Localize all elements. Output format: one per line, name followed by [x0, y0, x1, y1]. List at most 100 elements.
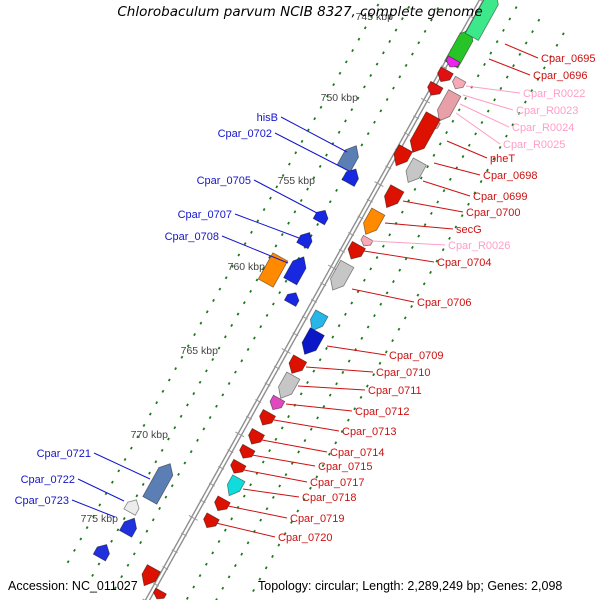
gene-label[interactable]: Cpar_0705	[197, 175, 251, 187]
gene-label[interactable]: Cpar_0706	[417, 297, 471, 309]
label-connector	[459, 103, 510, 128]
gene-label[interactable]: Cpar_0709	[389, 350, 443, 362]
gene-label[interactable]: Cpar_0699	[473, 191, 527, 203]
gene-arrow[interactable]	[267, 394, 286, 413]
gene-arrow[interactable]	[336, 142, 363, 173]
gene-arrow[interactable]	[212, 495, 231, 514]
axis-tick	[320, 282, 327, 287]
gene-label[interactable]: Cpar_0695	[541, 53, 595, 65]
label-connector	[488, 58, 531, 76]
gene-label[interactable]: secG	[456, 224, 482, 236]
gene-arrow[interactable]	[245, 427, 266, 447]
label-connector	[446, 140, 488, 159]
gene-label[interactable]: Cpar_0707	[178, 209, 232, 221]
gene-label[interactable]: Cpar_0713	[342, 426, 396, 438]
gene-arrow[interactable]	[450, 75, 467, 91]
accession-text: Accession: NC_011027	[8, 579, 138, 593]
gene-label[interactable]: Cpar_0704	[437, 257, 491, 269]
gene-arrow[interactable]	[326, 259, 355, 294]
gene-label[interactable]: Cpar_0712	[355, 406, 409, 418]
gene-label[interactable]: Cpar_R0025	[503, 139, 565, 151]
gene-label[interactable]: Cpar_0720	[278, 532, 332, 544]
gene-arrow[interactable]	[283, 253, 311, 286]
gene-arrow[interactable]	[237, 443, 256, 461]
gene-arrow[interactable]	[425, 80, 444, 98]
gene-arrow[interactable]	[406, 111, 441, 156]
gene-arrow[interactable]	[257, 252, 289, 288]
label-connector	[351, 288, 415, 303]
gene-arrow[interactable]	[92, 541, 113, 562]
gene-label[interactable]: Cpar_0710	[376, 367, 430, 379]
gene-label[interactable]: Cpar_R0022	[523, 88, 585, 100]
gene-label[interactable]: Cpar_R0024	[512, 122, 574, 134]
label-connector	[215, 522, 276, 538]
gene-arrow[interactable]	[306, 309, 329, 334]
genome-title: Chlorobaculum parvum NCIB 8327, complete…	[117, 4, 483, 20]
frame-dot-track	[185, 6, 518, 600]
gene-label[interactable]: Cpar_0714	[330, 447, 384, 459]
axis-tick	[310, 298, 318, 303]
gene-label[interactable]: Cpar_0700	[466, 207, 520, 219]
gene-label[interactable]: Cpar_0708	[165, 231, 219, 243]
gene-arrow[interactable]	[256, 408, 277, 428]
gene-arrow[interactable]	[285, 354, 308, 377]
axis-tick	[440, 65, 448, 70]
axis-tick	[385, 165, 392, 170]
gene-label[interactable]: hisB	[257, 112, 278, 124]
gene-label[interactable]: Cpar_0698	[483, 170, 537, 182]
axis-tick	[218, 465, 225, 470]
gene-arrow[interactable]	[283, 290, 301, 307]
genome-info-text: Topology: circular; Length: 2,289,249 bp…	[258, 579, 563, 593]
gene-arrow[interactable]	[142, 460, 177, 505]
gene-label[interactable]: Cpar_0718	[302, 492, 356, 504]
gene-label[interactable]: pheT	[490, 153, 515, 165]
gene-arrow[interactable]	[390, 144, 413, 170]
gene-label[interactable]: Cpar_0721	[37, 448, 91, 460]
scale-label: 765 kbp	[181, 345, 219, 357]
gene-arrow[interactable]	[380, 184, 405, 212]
gene-arrow[interactable]	[296, 229, 316, 250]
axis-tick	[180, 532, 188, 537]
axis-tick	[235, 431, 245, 438]
label-connector	[422, 180, 471, 197]
gene-label[interactable]: Cpar_0717	[310, 477, 364, 489]
gene-arrow[interactable]	[298, 327, 325, 358]
gene-arrow[interactable]	[118, 515, 141, 538]
gene-label[interactable]: Cpar_0719	[290, 513, 344, 525]
gene-arrow[interactable]	[123, 497, 142, 516]
label-connector	[504, 43, 539, 59]
gene-label[interactable]: Cpar_0696	[533, 70, 587, 82]
axis-tick	[281, 348, 291, 354]
gene-arrow[interactable]	[359, 234, 374, 248]
axis-tick	[301, 315, 308, 320]
gene-arrow[interactable]	[359, 207, 386, 238]
gene-arrow[interactable]	[228, 458, 247, 476]
axis-tick	[199, 499, 206, 504]
gene-arrow[interactable]	[274, 371, 301, 402]
gene-label[interactable]: Cpar_0715	[318, 461, 372, 473]
label-connector	[433, 162, 481, 176]
gene-arrow[interactable]	[433, 89, 462, 125]
frame-dot-track	[64, 0, 382, 568]
gene-arrow[interactable]	[435, 66, 454, 85]
label-connector	[326, 345, 387, 356]
gene-label[interactable]: Cpar_R0026	[448, 240, 510, 252]
gene-arrow[interactable]	[223, 474, 246, 499]
gene-arrow[interactable]	[341, 166, 362, 187]
gene-label[interactable]: Cpar_R0023	[516, 105, 578, 117]
gene-arrow[interactable]	[138, 564, 161, 590]
frame-dot-track	[215, 18, 541, 600]
gene-arrow[interactable]	[312, 207, 331, 226]
gene-label[interactable]: Cpar_0722	[21, 474, 75, 486]
gene-label[interactable]: Cpar_0723	[15, 495, 69, 507]
gene-arrow[interactable]	[345, 240, 366, 262]
gene-arrow[interactable]	[444, 55, 461, 70]
gene-label[interactable]: Cpar_0702	[218, 128, 272, 140]
label-connector	[285, 403, 353, 412]
gene-arrow[interactable]	[201, 512, 220, 531]
gene-arrow[interactable]	[464, 0, 502, 42]
gene-arrow[interactable]	[152, 587, 167, 600]
gene-arrow[interactable]	[402, 157, 427, 186]
gene-label[interactable]: Cpar_0711	[368, 385, 422, 397]
